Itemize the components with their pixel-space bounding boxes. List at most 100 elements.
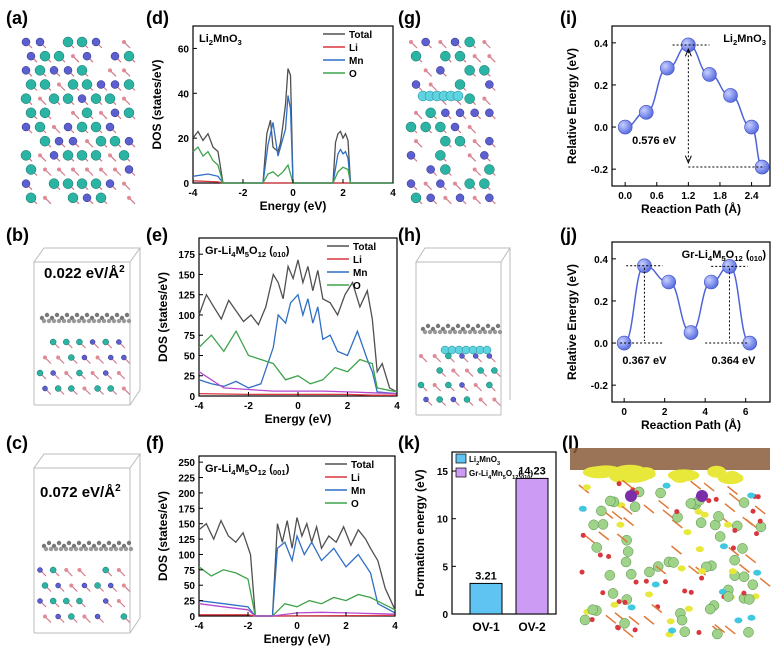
panel-label-i: (i): [560, 8, 577, 28]
li-atom: [454, 79, 466, 90]
li-atom: [90, 150, 102, 161]
migration-path-atom: [482, 345, 492, 355]
barrier-value: 0.367 eV: [622, 355, 667, 367]
mn-atom: [696, 490, 708, 502]
mn-atom: [82, 51, 92, 61]
carbon-atom: [452, 329, 458, 335]
li-atom: [76, 178, 88, 189]
li-atom: [39, 135, 51, 147]
charge-density: [610, 601, 619, 608]
mn-atom: [89, 339, 96, 345]
bar-ov-1: [469, 582, 503, 615]
o-atom: [750, 508, 756, 514]
carbon-atom: [93, 546, 99, 552]
o-atom: [757, 518, 763, 524]
charge-density: [578, 505, 587, 512]
legend-label-o: O: [353, 281, 361, 292]
mn-atom: [49, 151, 59, 160]
li-atom: [410, 50, 422, 62]
li-atom: [685, 498, 697, 509]
li-atom: [464, 36, 475, 48]
mn-atom: [110, 80, 120, 89]
carbon-atom: [121, 318, 127, 324]
li-atom: [435, 121, 446, 133]
o-atom: [122, 40, 126, 44]
charge-density: [666, 618, 675, 625]
legend-label: Li2MnO3: [469, 455, 500, 467]
series-li-line: [198, 392, 397, 396]
carbon-atom: [116, 540, 122, 546]
y-tick-label: 0: [189, 612, 195, 623]
li-atom: [76, 121, 88, 133]
charge-density: [582, 484, 591, 491]
li-atom: [747, 579, 759, 590]
carbon-atom: [76, 318, 82, 324]
y-axis-label: DOS (states/eV): [156, 272, 170, 362]
li-atom: [68, 613, 75, 620]
li-atom: [67, 192, 79, 204]
bond: [605, 614, 617, 624]
x-tick-label: OV-1: [472, 620, 500, 634]
o-atom: [85, 139, 89, 144]
y-tick-label: 15: [437, 467, 449, 478]
li-atom: [120, 613, 128, 620]
carbon-atom: [106, 318, 112, 324]
o-atom: [492, 397, 497, 402]
bond: [621, 479, 633, 489]
o-atom: [472, 167, 477, 172]
carbon-atom: [123, 546, 129, 552]
li-atom: [713, 511, 724, 522]
legend-label-mn: Mn: [353, 268, 367, 279]
li-atom: [68, 385, 75, 392]
li-atom: [118, 150, 130, 161]
y-tick-label: 50: [184, 581, 196, 592]
bond: [662, 509, 674, 519]
series-purple-line: [198, 603, 396, 617]
o-atom: [754, 531, 760, 537]
legend-swatch: [455, 467, 467, 478]
data-point: [661, 274, 677, 290]
o-atom: [43, 167, 47, 172]
mn-atom: [37, 567, 43, 573]
y-tick-label: 0.4: [594, 255, 608, 266]
mn-atom: [406, 179, 416, 188]
o-atom: [121, 386, 126, 391]
bond: [651, 603, 663, 614]
carbon-atom: [46, 318, 52, 324]
x-tick-label: -2: [244, 621, 253, 632]
y-tick-label: 20: [178, 134, 190, 145]
o-atom: [632, 627, 638, 633]
data-point: [638, 105, 654, 120]
o-atom: [643, 578, 649, 584]
mn-atom: [406, 151, 416, 160]
charge-density: [747, 492, 756, 499]
mn-atom: [63, 66, 73, 75]
x-tick-label: 2.4: [745, 191, 759, 202]
series-purple-line: [198, 371, 398, 395]
mn-atom: [21, 122, 31, 132]
mn-atom: [54, 136, 64, 146]
carbon-atom: [457, 329, 463, 335]
carbon-atom: [84, 312, 90, 318]
y-tick-label: 10: [437, 515, 449, 526]
data-point: [617, 119, 633, 135]
mn-atom: [625, 490, 637, 502]
bond: [643, 615, 655, 625]
li-atom: [102, 566, 109, 574]
charge-density: [684, 605, 693, 612]
o-atom: [606, 553, 612, 559]
panel-label-b: (b): [6, 225, 29, 245]
charge-density: [694, 508, 703, 515]
o-atom: [443, 195, 448, 200]
li-atom: [738, 497, 750, 508]
y-tick-label: 175: [178, 504, 195, 515]
li-atom: [597, 519, 609, 530]
mn-atom: [21, 66, 31, 75]
o-atom: [682, 588, 688, 594]
o-atom: [71, 167, 75, 172]
carbon-atom: [96, 318, 102, 324]
charge-density: [753, 569, 762, 576]
chart-title: Li2MnO3: [723, 33, 766, 47]
o-atom: [85, 167, 89, 172]
mn-atom: [94, 613, 101, 620]
